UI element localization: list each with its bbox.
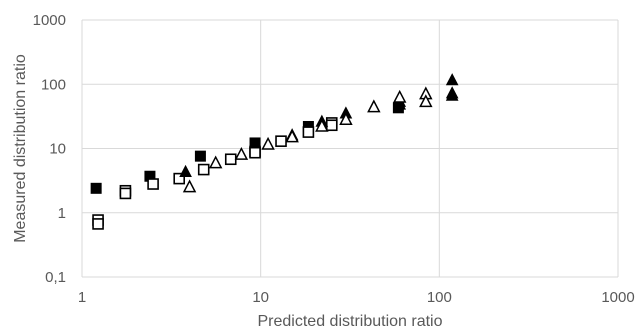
x-tick-label: 100: [427, 289, 452, 306]
open-square-point: [302, 126, 315, 138]
filled-triangle-point: [179, 164, 192, 178]
tick-labels: 0,1 1 10 100 1000 1 10 100 1000: [33, 12, 635, 306]
y-axis-title: Measured distribution ratio: [12, 54, 29, 243]
x-axis-title: Predicted distribution ratio: [258, 313, 443, 330]
open-square-point: [147, 178, 159, 190]
open-square-point: [275, 135, 287, 147]
x-tick-label: 1000: [601, 289, 634, 306]
open-square-point: [224, 153, 237, 166]
y-tick-label: 100: [41, 76, 66, 93]
y-tick-label: 1000: [33, 12, 66, 29]
open-triangle-point: [285, 129, 299, 143]
open-square-point: [197, 163, 210, 176]
open-triangle-point: [367, 99, 381, 113]
open-triangle-point: [182, 179, 197, 193]
grid: [81, 19, 619, 278]
open-square-point: [325, 119, 338, 132]
open-square-point: [173, 172, 186, 185]
open-square-point: [249, 146, 261, 159]
open-triangle-point: [234, 146, 249, 160]
filled-triangle-point: [445, 88, 459, 101]
open-triangle-point: [261, 136, 275, 150]
data-points: [90, 73, 459, 230]
filled-triangle-point: [445, 73, 459, 86]
filled-square-point: [194, 150, 206, 162]
open-triangle-point: [392, 89, 407, 103]
y-tick-label: 1: [58, 205, 66, 222]
y-tick-label: 10: [49, 141, 66, 158]
filled-square-point: [90, 182, 102, 194]
x-tick-label: 10: [252, 289, 269, 306]
open-triangle-point: [208, 155, 223, 169]
open-triangle-point: [419, 94, 433, 108]
y-tick-label: 0,1: [45, 269, 66, 286]
open-square-point: [92, 218, 104, 230]
x-tick-label: 1: [78, 289, 86, 306]
open-square-point: [119, 187, 132, 200]
open-triangle-point: [339, 112, 353, 125]
open-triangle-point: [315, 118, 329, 132]
